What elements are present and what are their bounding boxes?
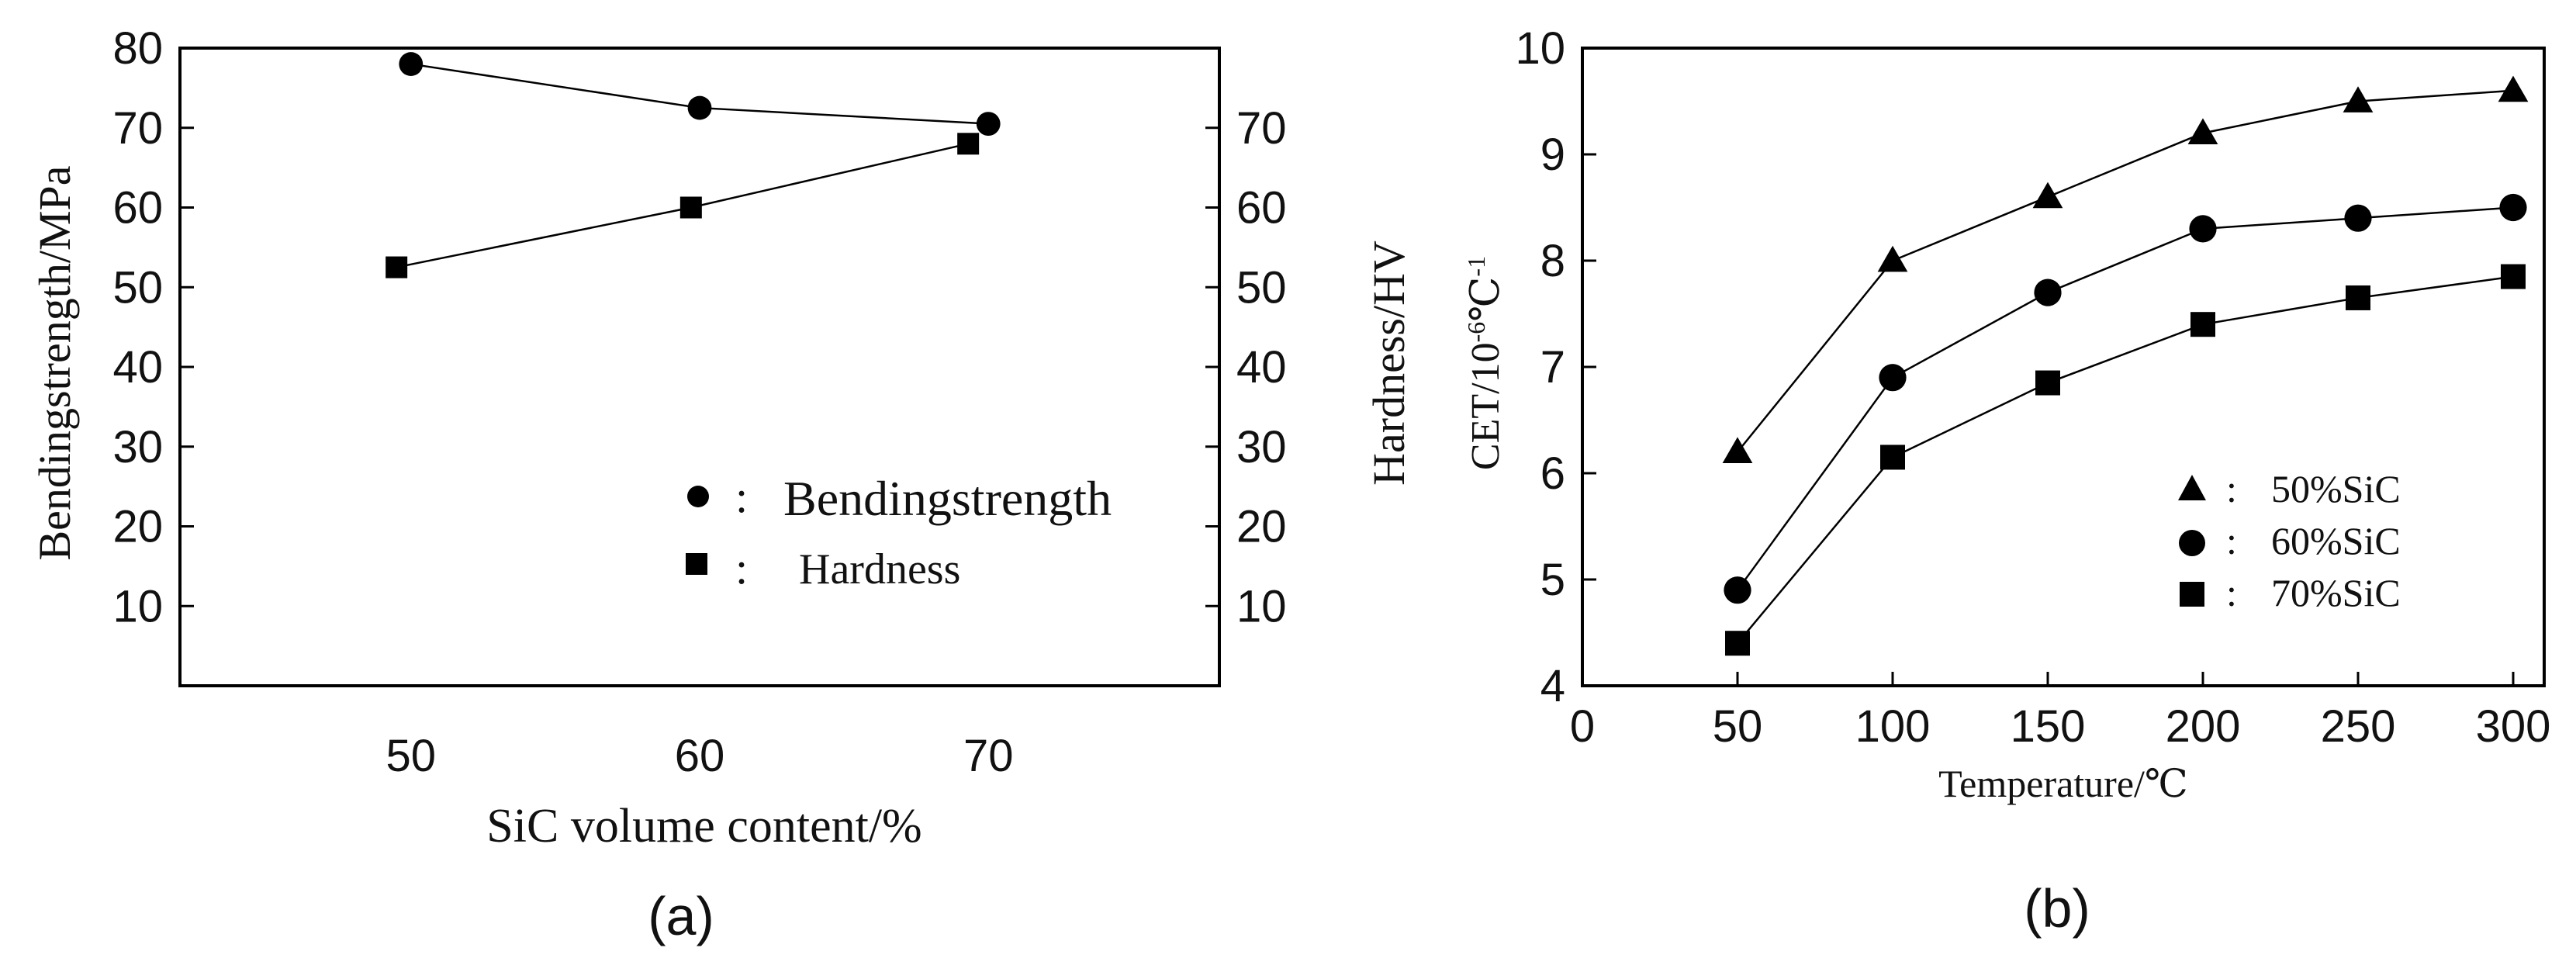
data-point-70sic — [1725, 631, 1750, 656]
panel-b-y-tick-label: 9 — [1540, 130, 1565, 180]
panel-b-markers — [1722, 75, 2529, 656]
series-line-60sic — [1736, 206, 2514, 591]
data-point-50sic — [2032, 182, 2063, 209]
legend-circle-marker — [687, 486, 709, 507]
legend-separator: : — [2226, 571, 2237, 614]
panel-b-y-tick-label: 7 — [1540, 342, 1565, 393]
legend-triangle-marker — [2178, 475, 2206, 500]
panel-b-x-tick-label: 50 — [1713, 701, 1763, 752]
data-point-bendingstrength — [399, 52, 424, 76]
data-point-60sic — [1724, 576, 1751, 604]
panel-b-x-tick-label: 300 — [2476, 701, 2551, 752]
panel-a-y-left-tick-label: 10 — [112, 581, 163, 631]
legend-separator: : — [735, 543, 748, 593]
data-point-bendingstrength — [976, 112, 1001, 137]
data-point-70sic — [2035, 370, 2060, 396]
data-point-hardness — [957, 133, 980, 155]
panel-a-y-left-tick-label: 60 — [112, 183, 163, 234]
data-point-50sic — [2498, 75, 2529, 102]
panel-a-series-lines — [396, 63, 989, 268]
legend-label-hardness: Hardness — [799, 545, 960, 593]
panel-b-y-tick-label: 10 — [1515, 23, 1565, 74]
data-point-60sic — [2034, 278, 2062, 306]
panel-a-chart: 10 20 30 40 50 60 70 80 10 20 30 40 50 6… — [29, 23, 1414, 946]
panel-b-legend: : 50%SiC : 60%SiC : 70%SiC — [2178, 467, 2401, 614]
legend-circle-marker — [2179, 530, 2205, 556]
panel-a-legend: : Bendingstrength : Hardness — [686, 471, 1112, 593]
panel-a-y-right-tick-label: 20 — [1236, 502, 1287, 552]
panel-a-y-right-tick-label: 40 — [1236, 342, 1287, 393]
series-line-70sic — [1737, 275, 2514, 645]
legend-separator: : — [2226, 467, 2237, 510]
panel-a-y-right-tick-label: 50 — [1236, 262, 1287, 313]
panel-a-markers — [386, 52, 1001, 278]
panel-a-plot-frame — [178, 47, 1221, 687]
data-point-50sic — [1877, 245, 1908, 272]
panel-b-x-axis-title: Temperature/℃ — [1938, 762, 2188, 805]
data-point-70sic — [2346, 285, 2370, 310]
data-point-60sic — [1879, 364, 1907, 392]
panel-a-label: (a) — [648, 886, 714, 946]
panel-a-y-left-tick-label: 70 — [112, 103, 163, 154]
data-point-70sic — [1880, 445, 1905, 470]
panel-b-series-lines — [1736, 89, 2514, 645]
legend-separator: : — [2226, 519, 2237, 562]
panel-b-x-tick-label: 0 — [1570, 701, 1595, 752]
data-point-70sic — [2190, 312, 2215, 337]
panel-a-x-tick-label: 70 — [963, 731, 1014, 781]
series-line-50sic — [1737, 89, 2514, 453]
panel-a-y-left-tick-label: 20 — [112, 502, 163, 552]
panel-b-y-tick-label: 4 — [1540, 661, 1565, 711]
panel-a-x-tick-label: 50 — [386, 731, 437, 781]
panel-a-y-right-tick-label: 60 — [1236, 183, 1287, 234]
legend-label-bendingstrength: Bendingstrength — [783, 471, 1112, 526]
panel-a-y-left-tick-label: 80 — [112, 23, 163, 74]
data-point-60sic — [2189, 215, 2217, 243]
legend-label-50sic: 50%SiC — [2271, 467, 2401, 510]
panel-b-y-tick-label: 8 — [1540, 236, 1565, 286]
data-point-50sic — [2187, 118, 2218, 144]
panel-a-y-right-axis-title: Hardness/HV — [1364, 240, 1414, 486]
panel-b-y-tick-label: 6 — [1540, 448, 1565, 499]
panel-a-y-left-tick-label: 40 — [112, 342, 163, 393]
panel-b-chart: 4 5 6 7 8 9 10 0 50 100 150 200 250 300 … — [1462, 23, 2550, 939]
data-point-hardness — [386, 256, 408, 278]
panel-b-y-tick-label: 5 — [1540, 555, 1565, 605]
panel-a-y-left-tick-label: 30 — [112, 422, 163, 472]
legend-square-marker — [686, 553, 707, 575]
panel-a-y-left-tick-label: 50 — [112, 262, 163, 313]
panel-a-x-tick-label: 60 — [675, 731, 725, 781]
panel-b-x-tick-label: 100 — [1855, 701, 1931, 752]
data-point-60sic — [2344, 204, 2372, 232]
panel-b-x-tick-label: 200 — [2166, 701, 2241, 752]
data-point-bendingstrength — [687, 95, 712, 120]
panel-a-y-right-tick-label: 30 — [1236, 422, 1287, 472]
panel-b-label: (b) — [2024, 878, 2090, 939]
panel-b-ticks — [1581, 47, 2515, 687]
data-point-50sic — [1722, 437, 1753, 463]
data-point-70sic — [2501, 264, 2526, 289]
panel-b-x-tick-label: 150 — [2011, 701, 2086, 752]
panel-a-y-left-axis-title: Bendingstrength/MPa — [29, 165, 80, 560]
data-point-50sic — [2343, 86, 2374, 112]
panel-a-x-axis-title: SiC volume content/% — [486, 800, 921, 853]
panel-a-y-right-tick-label: 10 — [1236, 581, 1287, 631]
legend-separator: : — [735, 472, 748, 522]
panel-a-y-right-tick-label: 70 — [1236, 103, 1287, 154]
panel-b-x-tick-label: 250 — [2321, 701, 2396, 752]
legend-square-marker — [2180, 582, 2204, 607]
legend-label-60sic: 60%SiC — [2271, 519, 2401, 562]
panel-b-y-axis-title: CET/10-6℃-1 — [1462, 256, 1508, 470]
data-point-hardness — [679, 196, 702, 219]
legend-label-70sic: 70%SiC — [2271, 571, 2401, 614]
panel-a-ticks — [180, 47, 1219, 607]
data-point-60sic — [2499, 193, 2527, 222]
